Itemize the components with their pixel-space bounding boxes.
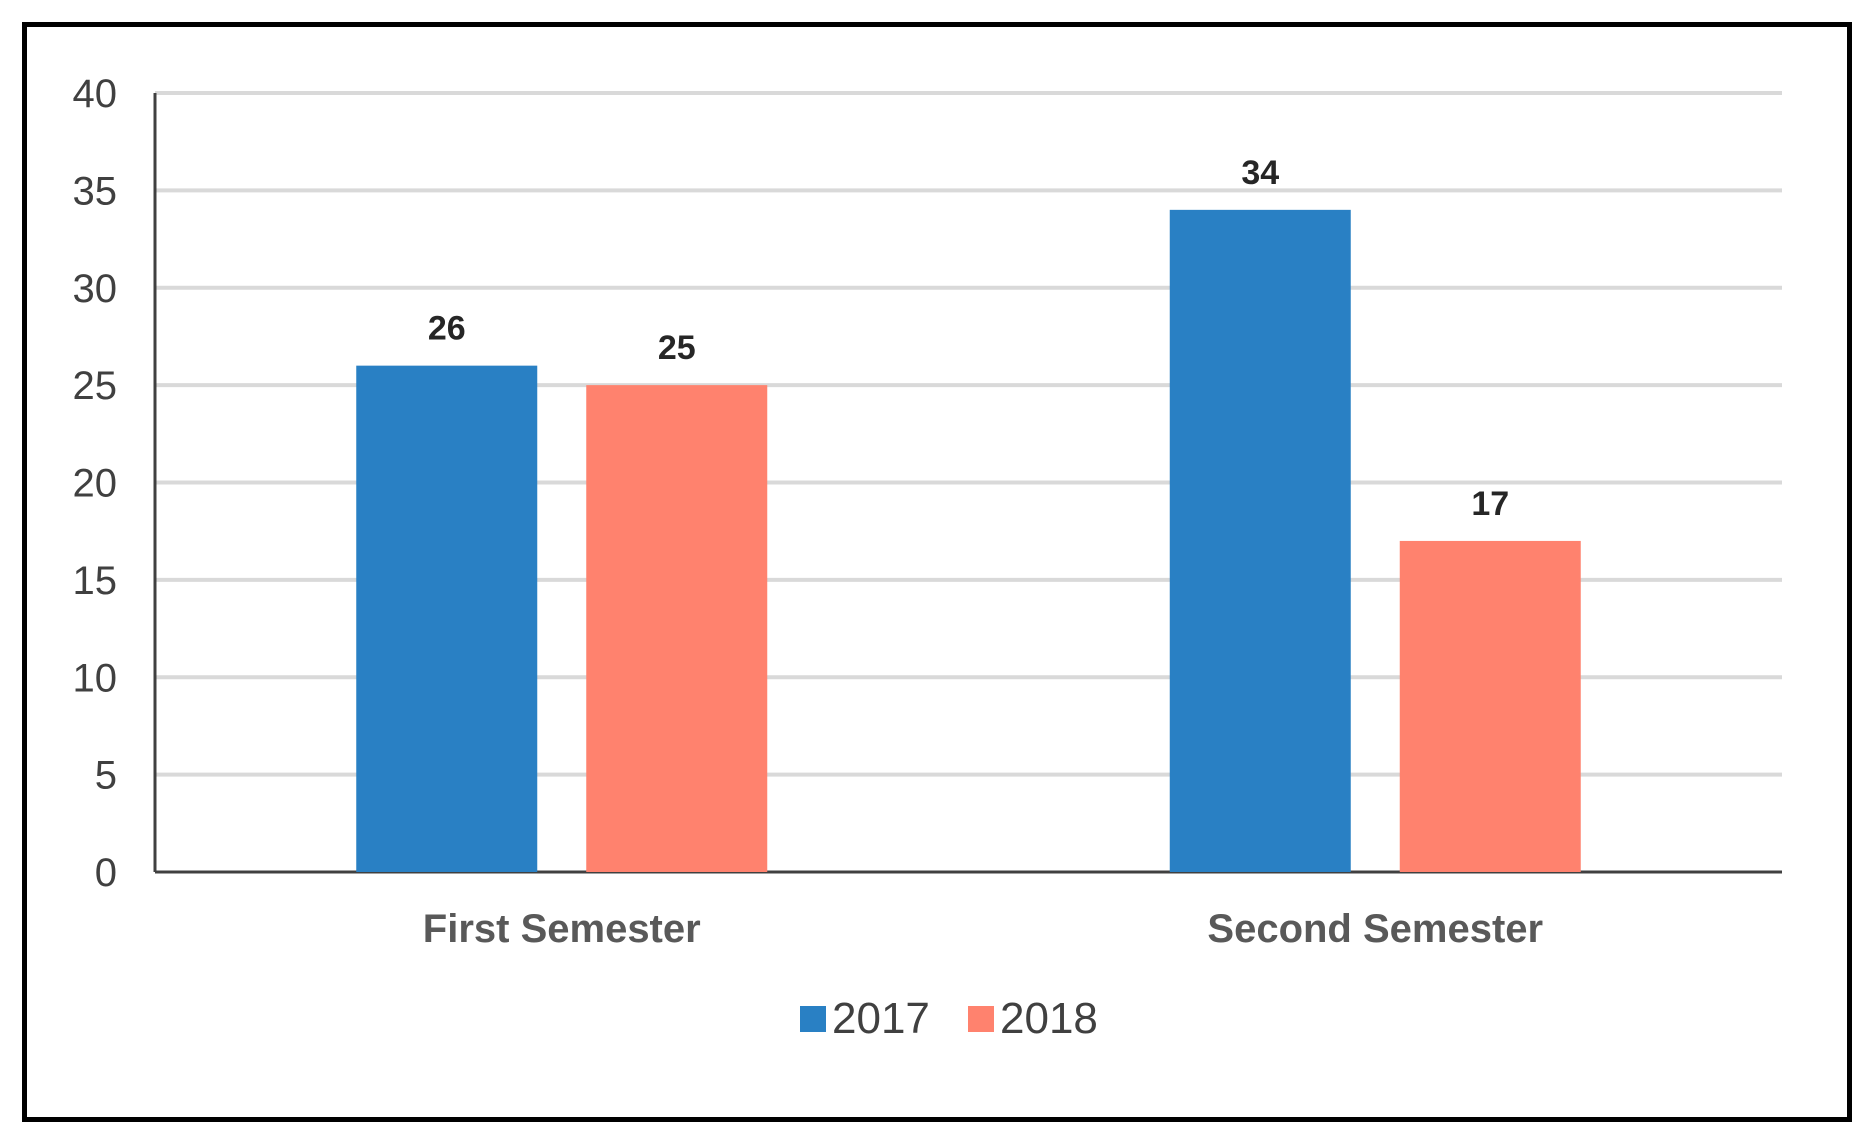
- y-tick-label: 40: [73, 72, 118, 116]
- data-label: 25: [658, 329, 696, 367]
- y-tick-label: 5: [95, 754, 117, 798]
- legend-swatch-2018: [968, 1006, 994, 1032]
- bar-2018-2: [1399, 540, 1581, 872]
- y-tick-label: 20: [73, 462, 118, 506]
- legend: 2017 2018: [800, 994, 1098, 1043]
- legend-label-2017: 2017: [832, 994, 930, 1043]
- legend-label-2018: 2018: [1000, 994, 1098, 1043]
- bar-2017-2: [1169, 209, 1351, 873]
- y-tick-label: 25: [73, 364, 118, 408]
- category-label: Second Semester: [1207, 907, 1543, 951]
- y-tick-label: 10: [73, 656, 118, 700]
- category-label: First Semester: [423, 907, 701, 951]
- data-label: 17: [1471, 485, 1509, 523]
- data-label: 34: [1241, 154, 1279, 192]
- y-tick-label: 15: [73, 559, 118, 603]
- labels: 0 5 10 15 20 25 30 35 40 26 25 First Semester 34 17 Se…: [73, 72, 1544, 951]
- bars: [356, 209, 1581, 873]
- y-tick-label: 0: [95, 851, 117, 895]
- y-tick-label: 35: [73, 169, 118, 213]
- y-tick-label: 30: [73, 267, 118, 311]
- legend-swatch-2017: [800, 1006, 826, 1032]
- data-label: 26: [428, 310, 466, 348]
- bar-2017-1: [356, 365, 538, 872]
- bar-2018-1: [586, 385, 768, 872]
